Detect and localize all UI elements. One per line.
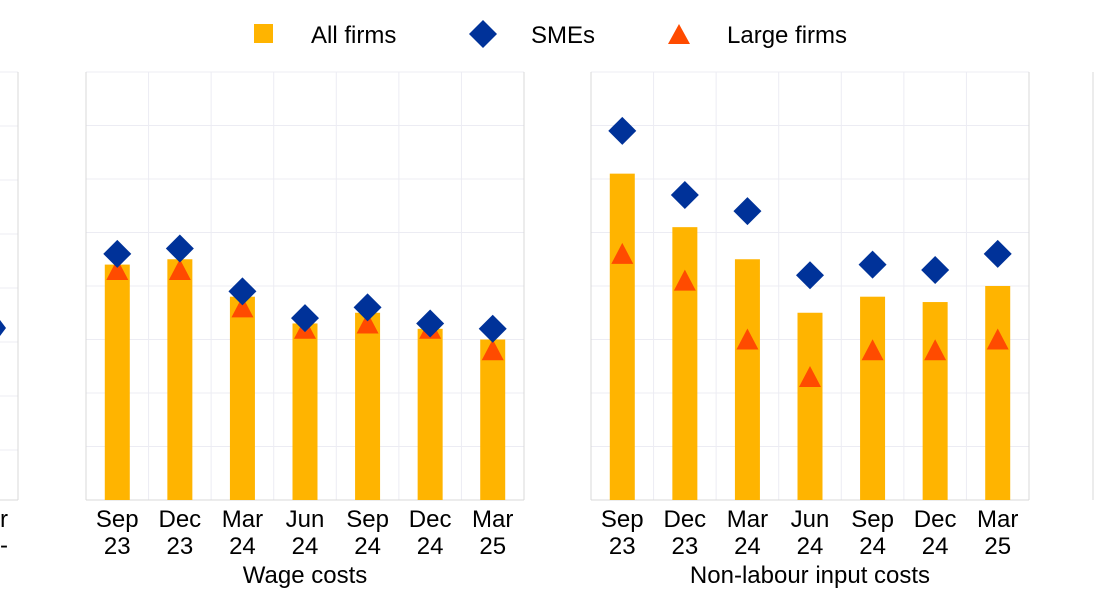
x-tick-label: Sep 24 <box>851 506 894 560</box>
legend: All firms SMEs Large firms <box>254 20 847 49</box>
x-tick-label: Sep 24 <box>346 506 389 560</box>
marker-smes <box>291 304 319 333</box>
x-tick-label: Dec 23 <box>664 506 707 560</box>
legend-all-firms-label: All firms <box>311 22 396 49</box>
bar-all-firms <box>167 259 193 500</box>
marker-large-firms <box>611 242 634 264</box>
bar-all-firms <box>672 227 698 500</box>
x-tick-label: Dec 23 <box>159 506 202 560</box>
marker-large-firms <box>736 328 759 350</box>
x-tick-label: Jun 24 <box>791 506 830 560</box>
marker-smes <box>165 234 194 263</box>
x-tick-label: Sep 23 <box>96 506 139 560</box>
marker-smes <box>103 239 132 268</box>
marker-large-firms <box>481 339 504 361</box>
chart-panel: Sep 23 Dec 23 Mar 24 Jun 24 Sep 24 Dec 24 Mar 25 Wage … <box>85 71 525 589</box>
marker-smes <box>353 293 382 322</box>
marker-smes <box>416 309 445 338</box>
marker-smes <box>228 277 257 306</box>
marker-large-firms <box>924 339 947 361</box>
marker-smes <box>796 261 824 290</box>
x-tick-label: Sep 23 <box>601 506 644 560</box>
legend-large-firms-label: Large firms <box>727 22 847 49</box>
fragment-smes-marker <box>0 320 6 336</box>
x-tick-label: Mar 24 <box>727 506 768 560</box>
bar-all-firms <box>229 296 255 500</box>
x-axis-label: Non-labour input costs <box>690 562 930 589</box>
bar-all-firms <box>860 296 886 500</box>
x-tick-label: Dec 24 <box>409 506 452 560</box>
marker-large-firms <box>986 328 1009 350</box>
marker-smes <box>608 116 637 145</box>
marker-smes <box>733 197 762 226</box>
bar-all-firms <box>355 312 381 500</box>
chart-panel: Sep 23 Dec 23 Mar 24 Jun 24 Sep 24 Dec 24 Mar 25 Non-l… <box>590 71 1030 589</box>
x-tick-label: Jun 24 <box>286 506 325 560</box>
bar-all-firms <box>104 264 130 500</box>
fragment-tick-label-bottom: - <box>0 532 8 559</box>
bar-all-firms <box>480 339 506 500</box>
x-tick-label: Dec 24 <box>914 506 957 560</box>
x-tick-label: Mar 24 <box>222 506 263 560</box>
legend-smes-label: SMEs <box>531 22 595 49</box>
marker-large-firms <box>168 258 191 280</box>
marker-smes <box>983 239 1012 268</box>
marker-large-firms <box>106 258 129 280</box>
bar-all-firms <box>922 302 948 500</box>
bar-all-firms <box>417 328 443 500</box>
marker-large-firms <box>356 312 379 334</box>
bar-all-firms <box>734 259 760 500</box>
marker-large-firms <box>673 269 696 291</box>
marker-large-firms <box>799 365 821 387</box>
x-tick-label: Mar 25 <box>472 506 513 560</box>
bar-all-firms <box>609 173 635 500</box>
legend-all-firms-marker <box>254 24 273 43</box>
fragment-tick-label-top: r <box>0 506 8 533</box>
x-axis-label: Wage costs <box>243 562 368 589</box>
marker-smes <box>858 250 887 279</box>
left-cropped-panel: r - <box>0 71 19 559</box>
marker-large-firms <box>861 339 884 361</box>
marker-large-firms <box>231 296 254 318</box>
x-tick-label: Mar 25 <box>977 506 1018 560</box>
legend-large-firms-marker <box>668 24 690 44</box>
legend-smes-marker <box>469 20 497 48</box>
bar-all-firms <box>292 323 318 500</box>
marker-smes <box>478 314 507 343</box>
marker-smes <box>921 255 950 284</box>
bar-all-firms <box>985 286 1011 500</box>
bar-all-firms <box>797 312 823 500</box>
marker-smes <box>670 181 699 210</box>
